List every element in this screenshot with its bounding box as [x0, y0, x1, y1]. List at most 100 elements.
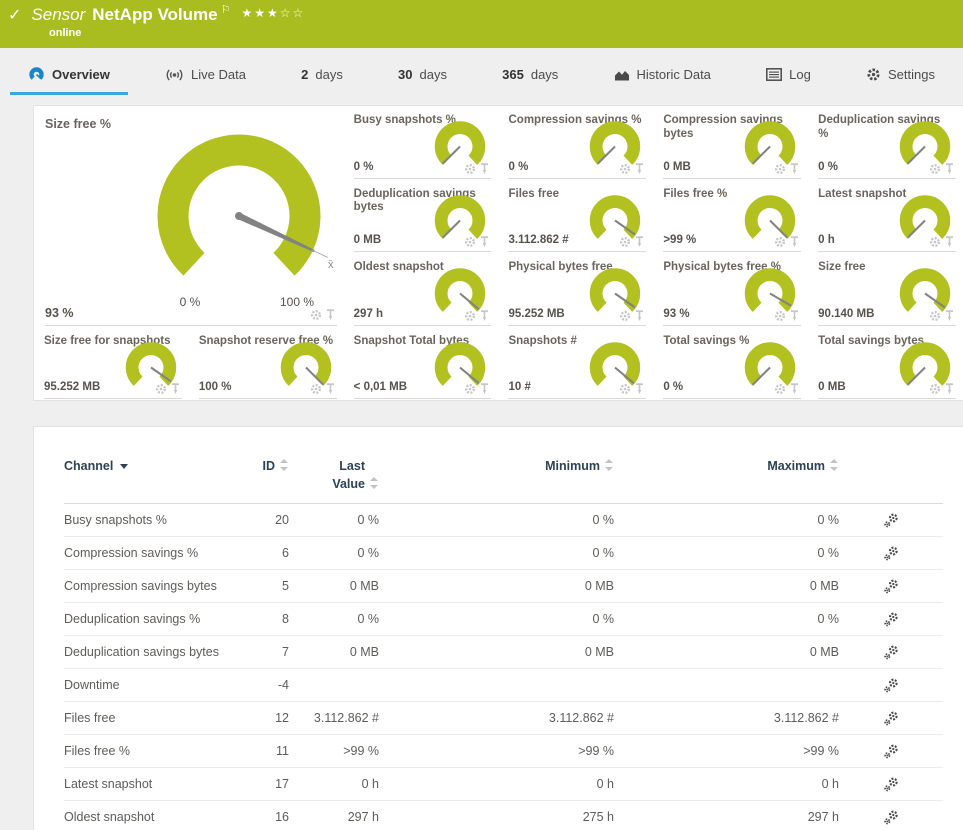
gauge-value: 10 # — [508, 381, 531, 393]
tab-30-days[interactable]: 30 days — [398, 67, 447, 82]
gauge-pin-icon[interactable] — [945, 236, 954, 248]
tab-live-data[interactable]: Live Data — [161, 52, 250, 97]
channel-name-cell: Oldest snapshot — [64, 810, 155, 825]
gauge-deduplication-savings-pct[interactable]: Deduplication savings % 0 % — [808, 106, 963, 180]
gauge-compression-savings-pct[interactable]: Compression savings % 0 % — [498, 106, 653, 180]
gauge-deduplication-savings-bytes[interactable]: Deduplication savings bytes 0 MB — [344, 180, 499, 254]
tab-settings[interactable]: Settings — [862, 52, 939, 97]
table-row: Busy snapshots % 20 0 % 0 % 0 % — [64, 504, 943, 538]
gauge-pin-icon[interactable] — [790, 162, 800, 175]
gauge-snapshot-total-bytes[interactable]: Snapshot Total bytes < 0,01 MB — [344, 327, 499, 401]
gauge-settings-gear-icon[interactable] — [155, 383, 167, 395]
gauge-pin-icon[interactable] — [325, 383, 335, 395]
tab-log[interactable]: Log — [762, 52, 815, 97]
channel-settings-icon[interactable] — [883, 513, 899, 528]
column-header-id[interactable]: ID — [244, 457, 289, 475]
gauge-settings-gear-icon[interactable] — [929, 310, 941, 322]
tab-overview[interactable]: Overview — [10, 52, 128, 97]
gauge-dial — [435, 341, 486, 386]
gauge-pin-icon[interactable] — [790, 309, 800, 322]
gauge-settings-gear-icon[interactable] — [464, 383, 476, 395]
gauge-settings-gear-icon[interactable] — [774, 236, 786, 248]
gauge-settings-gear-icon[interactable] — [774, 383, 786, 395]
column-header-channel[interactable]: Channel — [64, 457, 244, 475]
gauge-pin-icon[interactable] — [325, 308, 335, 321]
channel-settings-icon[interactable] — [883, 678, 899, 693]
id-cell: 8 — [282, 612, 289, 627]
gauge-pin-icon[interactable] — [480, 309, 490, 322]
gauge-settings-gear-icon[interactable] — [619, 163, 631, 175]
last-value-cell: 0 h — [361, 777, 379, 792]
gauge-settings-gear-icon[interactable] — [464, 236, 476, 248]
channel-name-cell: Deduplication savings bytes — [64, 645, 219, 660]
gauge-settings-gear-icon[interactable] — [619, 383, 631, 395]
channel-settings-icon[interactable] — [883, 777, 899, 792]
gauge-settings-gear-icon[interactable] — [774, 163, 786, 175]
column-header-minimum[interactable]: Minimum — [379, 457, 614, 475]
table-body: Busy snapshots % 20 0 % 0 % 0 % Compress… — [64, 504, 943, 830]
gauge-pin-icon[interactable] — [480, 383, 490, 395]
gauge-pin-icon[interactable] — [480, 162, 490, 175]
channel-settings-icon[interactable] — [883, 612, 899, 627]
tab-2-days[interactable]: 2 days — [301, 67, 343, 82]
gauge-settings-gear-icon[interactable] — [310, 309, 322, 321]
settings-gear-icon — [867, 68, 880, 81]
gauge-settings-gear-icon[interactable] — [464, 310, 476, 322]
status-ok-icon: ✓ — [8, 7, 22, 24]
gauge-title: Size free — [818, 261, 866, 273]
channel-settings-icon[interactable] — [883, 810, 899, 825]
gauge-settings-gear-icon[interactable] — [929, 236, 941, 248]
gauge-busy-snapshots-pct[interactable]: Busy snapshots % 0 % — [344, 106, 499, 180]
gauge-physical-bytes-free[interactable]: Physical bytes free 95.252 MB — [498, 253, 653, 327]
gauge-pin-icon[interactable] — [635, 162, 645, 175]
channel-settings-icon[interactable] — [883, 711, 899, 726]
gauge-dial — [744, 121, 796, 165]
gauge-files-free[interactable]: Files free 3.112.862 # — [498, 180, 653, 254]
gauge-pin-icon[interactable] — [790, 383, 800, 395]
column-header-maximum[interactable]: Maximum — [614, 457, 839, 475]
tab-historic-data[interactable]: Historic Data — [610, 52, 715, 97]
gauge-title: Total savings bytes — [818, 334, 925, 347]
gauge-snapshots-count[interactable]: Snapshots # 10 # — [498, 327, 653, 401]
gauge-pin-icon[interactable] — [480, 236, 490, 248]
priority-stars[interactable]: ★★★☆☆ — [241, 6, 306, 20]
gauge-physical-bytes-free-pct[interactable]: Physical bytes free % 93 % — [653, 253, 808, 327]
flag-icon[interactable]: ⚐ — [220, 3, 231, 16]
gauge-settings-gear-icon[interactable] — [929, 163, 941, 175]
gauge-size-free-for-snapshots[interactable]: Size free for snapshots 95.252 MB — [34, 327, 189, 401]
gauge-settings-gear-icon[interactable] — [464, 163, 476, 175]
gauge-pin-icon[interactable] — [790, 236, 800, 248]
gauge-settings-gear-icon[interactable] — [310, 383, 322, 395]
gauge-oldest-snapshot[interactable]: Oldest snapshot 297 h — [344, 253, 499, 327]
gauge-compression-savings-bytes[interactable]: Compression savings bytes 0 MB — [653, 106, 808, 180]
channel-settings-icon[interactable] — [883, 579, 899, 594]
gauge-pin-icon[interactable] — [635, 236, 645, 248]
column-header-last-value[interactable]: Last Value — [289, 457, 379, 493]
gauge-title: Oldest snapshot — [353, 261, 444, 273]
gauge-pin-icon[interactable] — [635, 383, 645, 395]
gauge-latest-snapshot[interactable]: Latest snapshot 0 h — [808, 180, 963, 254]
gauge-value: 0 % — [508, 160, 529, 173]
gauge-dial — [744, 268, 796, 312]
gauge-dial — [744, 341, 796, 386]
table-row: Files free % 11 >99 % >99 % >99 % — [64, 735, 943, 769]
gauge-snapshot-reserve-free-pct[interactable]: Snapshot reserve free % 100 % — [189, 327, 344, 401]
gauge-settings-gear-icon[interactable] — [619, 310, 631, 322]
channel-settings-icon[interactable] — [883, 546, 899, 561]
tab-365-days[interactable]: 365 days — [502, 67, 559, 82]
gauge-total-savings-pct[interactable]: Total savings % 0 % — [653, 327, 808, 401]
channel-settings-icon[interactable] — [883, 645, 899, 660]
gauge-total-savings-bytes[interactable]: Total savings bytes 0 MB — [808, 327, 963, 401]
channel-settings-icon[interactable] — [883, 744, 899, 759]
gauge-files-free-pct[interactable]: Files free % >99 % — [653, 180, 808, 254]
gauge-pin-icon[interactable] — [635, 309, 645, 322]
gauge-settings-gear-icon[interactable] — [619, 236, 631, 248]
gauge-pin-icon[interactable] — [945, 383, 954, 395]
main-gauge-size-free-pct[interactable]: Size free % x̄ 0 % 100 % 93 % — [34, 106, 344, 327]
gauge-pin-icon[interactable] — [170, 383, 180, 395]
gauge-settings-gear-icon[interactable] — [929, 383, 941, 395]
gauge-settings-gear-icon[interactable] — [774, 310, 786, 322]
gauge-size-free[interactable]: Size free 90.140 MB — [808, 253, 963, 327]
gauge-pin-icon[interactable] — [945, 162, 954, 175]
gauge-pin-icon[interactable] — [945, 309, 954, 322]
